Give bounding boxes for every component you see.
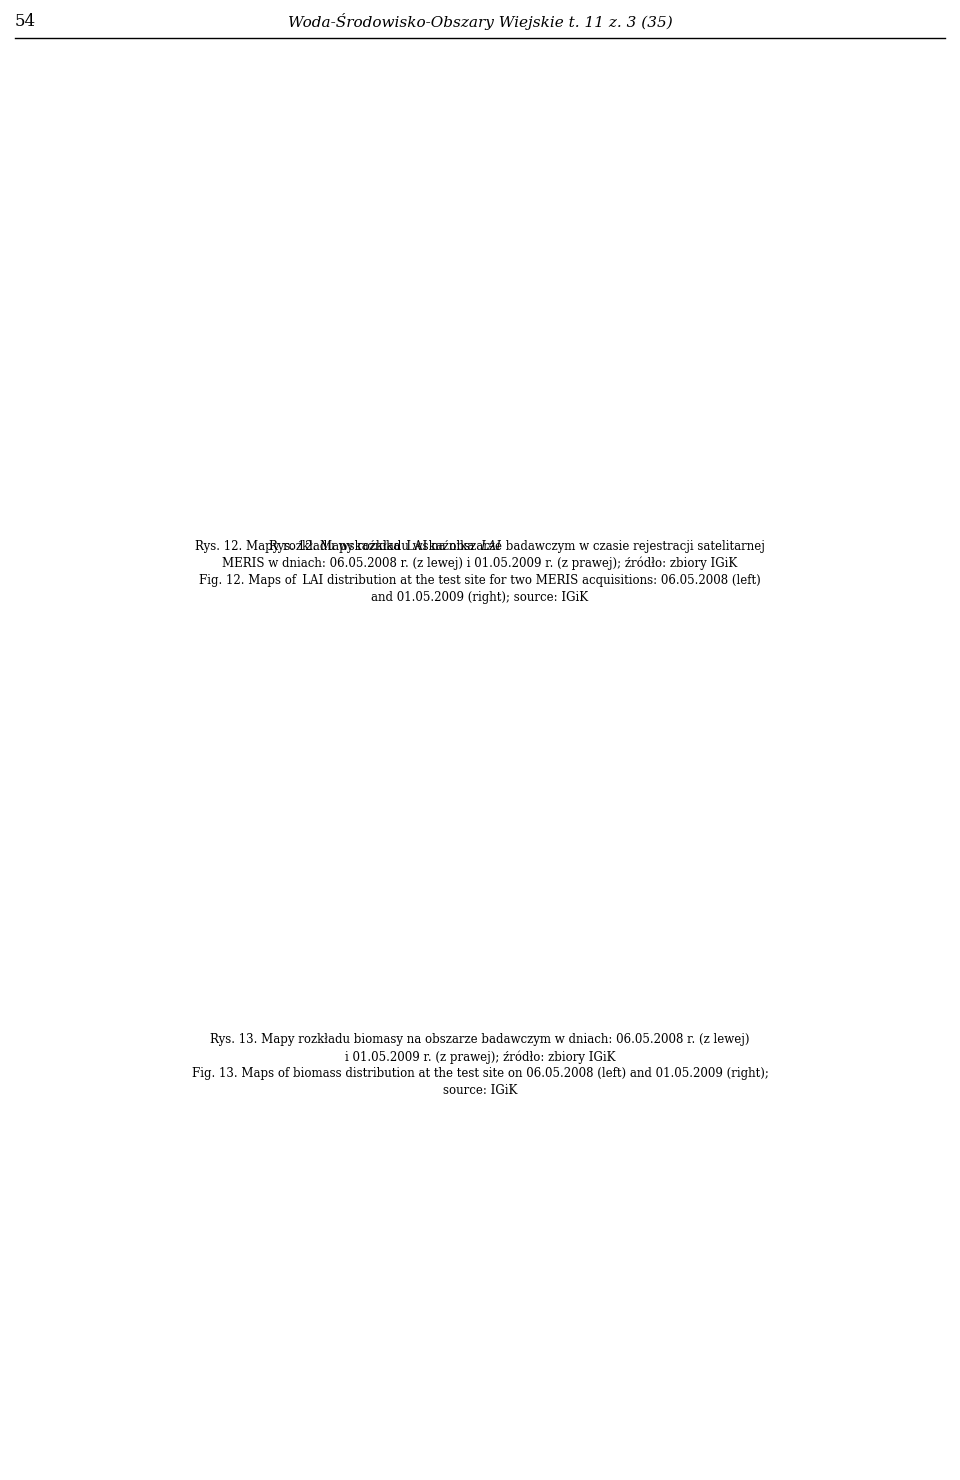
Bar [0,1030,960,1480]
Text: Rys. 12. Mapy rozkładu wskaźnika: Rys. 12. Mapy rozkładu wskaźnika [269,540,480,554]
Text: LAI: LAI [480,540,501,554]
Text: Fig. 12. Maps of  LAI distribution at the test site for two MERIS acquisitions: : Fig. 12. Maps of LAI distribution at the… [199,574,761,588]
Text: Woda-Środowisko-Obszary Wiejskie t. 11 z. 3 (35): Woda-Środowisko-Obszary Wiejskie t. 11 z… [288,13,672,31]
Text: i 01.05.2009 r. (z prawej); źródło: zbiory IGiK: i 01.05.2009 r. (z prawej); źródło: zbio… [345,1049,615,1064]
Bar [0,0,960,53]
Text: Fig. 13. Maps of biomass distribution at the test site on 06.05.2008 (left) and : Fig. 13. Maps of biomass distribution at… [192,1067,768,1080]
Text: Rys. 12. Mapy rozkładu wskaźnika  LAI na obszarze badawczym w czasie rejestracji: Rys. 12. Mapy rozkładu wskaźnika LAI na … [195,540,765,554]
Text: Rys. 13. Mapy rozkładu biomasy na obszarze badawczym w dniach: 06.05.2008 r. (z : Rys. 13. Mapy rozkładu biomasy na obszar… [210,1033,750,1046]
Text: and 01.05.2009 (right); source: IGiK: and 01.05.2009 (right); source: IGiK [372,591,588,604]
Text: MERIS w dniach: 06.05.2008 r. (z lewej) i 01.05.2009 r. (z prawej); źródło: zbio: MERIS w dniach: 06.05.2008 r. (z lewej) … [223,556,737,570]
Text: source: IGiK: source: IGiK [443,1083,517,1097]
Text: 54: 54 [15,13,36,31]
Bar [0,534,960,558]
